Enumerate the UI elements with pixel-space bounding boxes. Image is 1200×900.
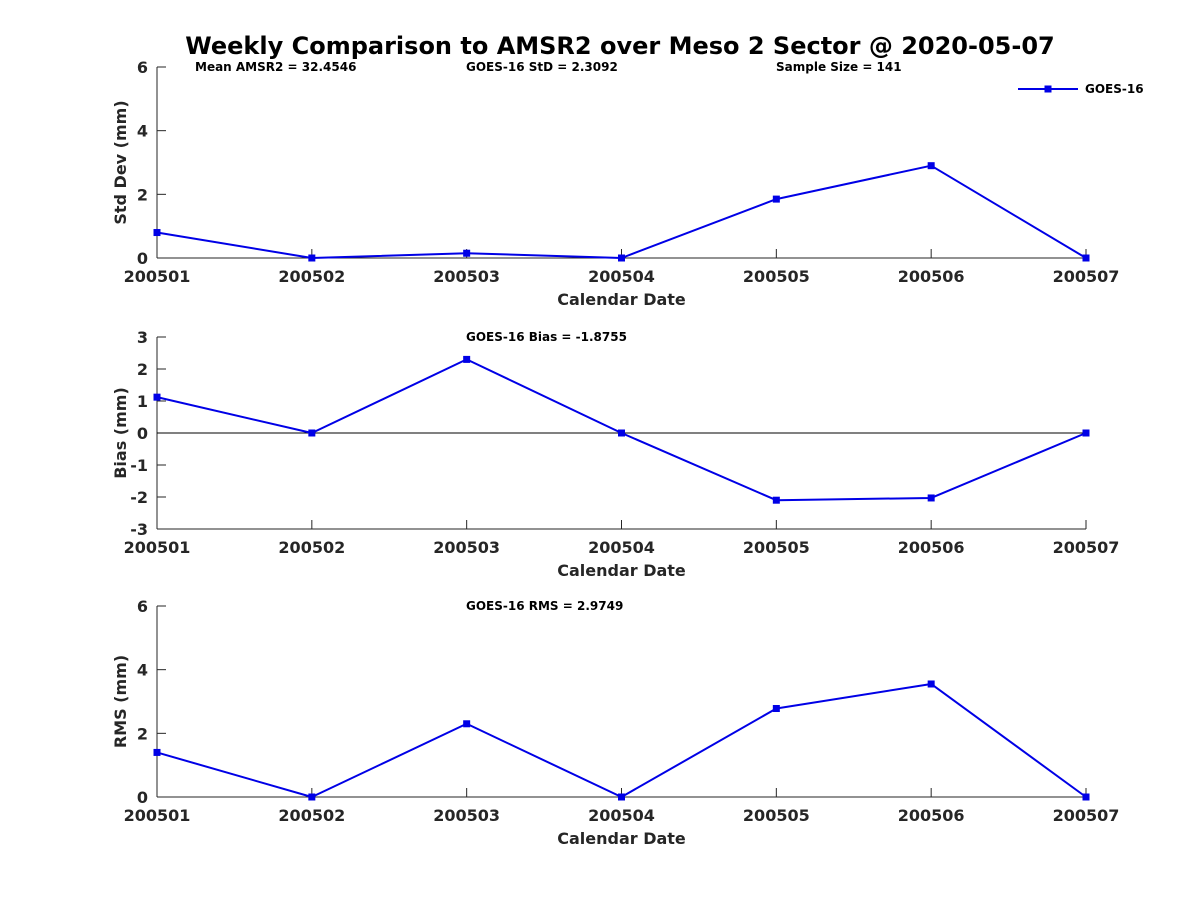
x-tick-label: 200501 — [124, 267, 191, 286]
y-tick-label: 6 — [137, 597, 148, 616]
panels: 0 2 4 6 200501 200502 200503 200504 200505 200506… — [111, 58, 1119, 848]
x-tick-label: 200504 — [588, 538, 655, 557]
x-tick-label: 200502 — [278, 267, 345, 286]
legend-marker — [1044, 85, 1052, 93]
data-point — [153, 748, 161, 756]
data-point — [927, 162, 935, 170]
y-tick-label: 0 — [137, 424, 148, 443]
data-point — [772, 496, 780, 504]
x-tick-label: 200505 — [743, 806, 810, 825]
data-point — [463, 720, 471, 728]
legend-label: GOES-16 — [1085, 82, 1144, 96]
data-point — [618, 429, 625, 437]
y-tick-label: -3 — [130, 520, 148, 539]
x-tick-label: 200503 — [433, 267, 500, 286]
y-tick-label: 0 — [137, 788, 148, 807]
y-tick-label: 3 — [137, 328, 148, 347]
panel-2: -3 -2 -1 0 1 2 3 200501 200502 200503 200504 200505… — [111, 328, 1119, 580]
y-tick-label: 2 — [137, 185, 148, 204]
x-axis-label: Calendar Date — [557, 829, 686, 848]
data-point — [308, 429, 316, 437]
x-tick-label: 200507 — [1053, 806, 1120, 825]
stat-annotation: GOES-16 Bias = -1.8755 — [466, 330, 627, 344]
figure-title: Weekly Comparison to AMSR2 over Meso 2 S… — [185, 32, 1054, 60]
data-point — [463, 249, 471, 257]
data-point — [618, 254, 625, 262]
y-axis-label: RMS (mm) — [111, 655, 130, 748]
y-tick-label: 0 — [137, 249, 148, 268]
data-point — [308, 793, 316, 801]
data-point — [1082, 793, 1090, 801]
data-point — [1082, 254, 1090, 262]
x-tick-label: 200506 — [898, 267, 965, 286]
x-tick-label: 200506 — [898, 538, 965, 557]
panel-3: 0 2 4 6 200501 200502 200503 200504 200505 200506… — [111, 597, 1119, 848]
data-point — [618, 793, 625, 801]
x-tick-label: 200507 — [1053, 538, 1120, 557]
stat-annotation: GOES-16 StD = 2.3092 — [466, 60, 618, 74]
y-tick-label: 6 — [137, 58, 148, 77]
data-point — [1082, 429, 1090, 437]
y-tick-label: 2 — [137, 724, 148, 743]
x-tick-label: 200504 — [588, 806, 655, 825]
x-tick-label: 200507 — [1053, 267, 1120, 286]
data-point — [153, 229, 161, 237]
series-line — [156, 164, 1087, 259]
data-point — [772, 195, 780, 203]
panel-1: 0 2 4 6 200501 200502 200503 200504 200505 200506… — [111, 58, 1119, 309]
series-line — [156, 682, 1087, 798]
y-axis-label: Std Dev (mm) — [111, 100, 130, 224]
x-tick-label: 200502 — [278, 806, 345, 825]
y-tick-label: -1 — [130, 456, 148, 475]
y-tick-label: -2 — [130, 488, 148, 507]
data-point — [463, 355, 471, 363]
data-point — [308, 254, 316, 262]
y-tick-label: 4 — [137, 122, 148, 141]
y-axis-label: Bias (mm) — [111, 387, 130, 479]
legend: GOES-16 — [1018, 82, 1144, 96]
x-axis-label: Calendar Date — [557, 290, 686, 309]
x-tick-label: 200504 — [588, 267, 655, 286]
stat-annotation: GOES-16 RMS = 2.9749 — [466, 599, 623, 613]
y-tick-label: 1 — [137, 392, 148, 411]
x-axis-label: Calendar Date — [557, 561, 686, 580]
stat-annotation: Mean AMSR2 = 32.4546 — [195, 60, 356, 74]
data-point — [927, 680, 935, 688]
stat-annotation: Sample Size = 141 — [776, 60, 902, 74]
x-tick-label: 200506 — [898, 806, 965, 825]
x-tick-label: 200502 — [278, 538, 345, 557]
data-point — [927, 494, 935, 502]
x-tick-label: 200503 — [433, 538, 500, 557]
x-tick-label: 200503 — [433, 806, 500, 825]
y-tick-label: 4 — [137, 661, 148, 680]
x-tick-label: 200501 — [124, 538, 191, 557]
x-tick-label: 200505 — [743, 538, 810, 557]
x-tick-label: 200501 — [124, 806, 191, 825]
x-tick-label: 200505 — [743, 267, 810, 286]
data-point — [772, 705, 780, 713]
y-tick-label: 2 — [137, 360, 148, 379]
data-point — [153, 393, 161, 401]
